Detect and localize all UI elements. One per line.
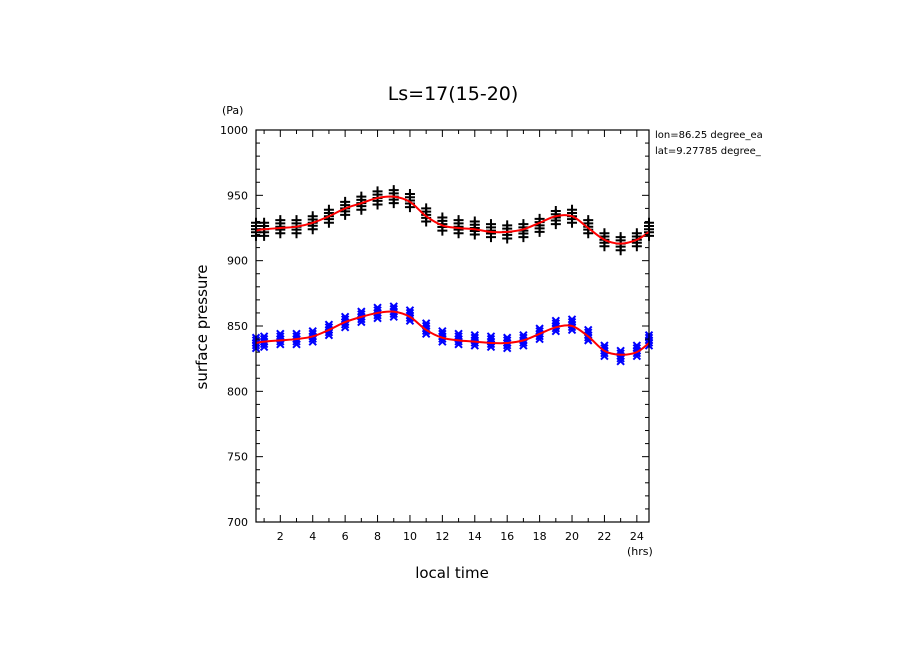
x-marker	[616, 346, 625, 356]
x-marker	[373, 303, 382, 312]
plus-marker	[404, 189, 415, 200]
x-marker	[340, 312, 350, 322]
x-marker	[632, 341, 642, 350]
x-marker	[308, 327, 317, 336]
plus-marker	[615, 232, 626, 243]
plus-marker	[502, 220, 513, 231]
x-tick-label: 18	[533, 530, 547, 543]
x-marker	[600, 344, 609, 353]
plot-frame	[255, 129, 650, 523]
plus-marker	[388, 185, 399, 196]
x-unit-label: (hrs)	[627, 545, 653, 558]
plus-marker	[259, 217, 270, 228]
plus-marker	[550, 206, 561, 217]
x-tick-label: 10	[403, 530, 417, 543]
plus-marker	[599, 228, 610, 239]
x-marker	[276, 332, 285, 341]
y-axis-label: surface pressure	[193, 265, 211, 390]
x-tick-label: 16	[500, 530, 514, 543]
x-tick-label: 20	[565, 530, 579, 543]
x-tick-label: 22	[597, 530, 611, 543]
x-marker	[357, 307, 366, 316]
plus-marker	[307, 211, 318, 222]
plus-marker	[340, 196, 351, 207]
plus-marker	[437, 212, 448, 223]
y-tick-label: 750	[227, 451, 248, 464]
y-tick-label: 850	[227, 320, 248, 333]
plot-marks	[251, 185, 654, 366]
plus-marker	[323, 204, 334, 215]
plus-marker	[275, 215, 286, 226]
plus-marker	[291, 215, 302, 226]
x-tick-label: 4	[309, 530, 316, 543]
plus-marker	[485, 219, 496, 230]
x-marker	[421, 319, 431, 328]
annotation-lat: lat=9.27785 degree_	[655, 146, 762, 157]
x-marker	[470, 330, 479, 340]
annotation-lon: lon=86.25 degree_ea	[655, 130, 763, 141]
x-marker	[584, 325, 593, 335]
axes-ticks: 2 4 6 8 10 12 14 16 18 20 22 2470075080085090095010…	[220, 124, 649, 543]
x-marker	[470, 333, 479, 342]
plus-marker	[567, 204, 578, 215]
plus-marker	[583, 215, 594, 226]
x-marker	[454, 329, 463, 339]
x-axis-label: local time	[415, 564, 489, 582]
plus-marker	[453, 215, 464, 226]
x-tick-label: 24	[630, 530, 644, 543]
x-marker	[405, 306, 415, 315]
x-marker	[276, 329, 285, 339]
x-marker	[389, 302, 398, 311]
x-tick-label: 14	[468, 530, 482, 543]
y-tick-label: 800	[227, 385, 248, 398]
x-tick-label: 12	[435, 530, 449, 543]
x-marker	[486, 334, 496, 344]
x-marker	[324, 320, 334, 329]
x-marker	[438, 327, 447, 336]
plus-marker	[372, 186, 383, 197]
x-marker	[567, 315, 577, 324]
y-tick-label: 700	[227, 516, 248, 529]
x-marker	[567, 317, 577, 327]
x-marker	[551, 319, 561, 328]
y-tick-label: 900	[227, 255, 248, 268]
series-0	[251, 185, 654, 256]
plus-marker	[356, 191, 367, 202]
fit-line-0	[255, 195, 650, 245]
x-marker	[454, 332, 463, 341]
chart-title: Ls=17(15-20)	[388, 83, 519, 105]
x-marker	[486, 332, 496, 341]
x-marker	[551, 316, 561, 325]
fit-line-1	[255, 310, 650, 356]
x-tick-label: 2	[277, 530, 284, 543]
y-tick-label: 1000	[220, 124, 248, 137]
x-marker	[502, 333, 512, 342]
plus-marker	[518, 219, 529, 230]
x-marker	[600, 341, 609, 350]
x-tick-label: 8	[374, 530, 381, 543]
x-tick-label: 6	[342, 530, 349, 543]
y-unit-label: (Pa)	[222, 104, 243, 117]
y-tick-label: 950	[227, 189, 248, 202]
series-1	[251, 302, 654, 366]
x-marker	[519, 330, 528, 340]
x-marker	[535, 324, 544, 333]
plus-marker	[631, 228, 642, 239]
plus-marker	[469, 216, 480, 227]
x-marker	[292, 329, 301, 339]
x-marker	[259, 332, 269, 341]
plus-marker	[421, 203, 432, 214]
